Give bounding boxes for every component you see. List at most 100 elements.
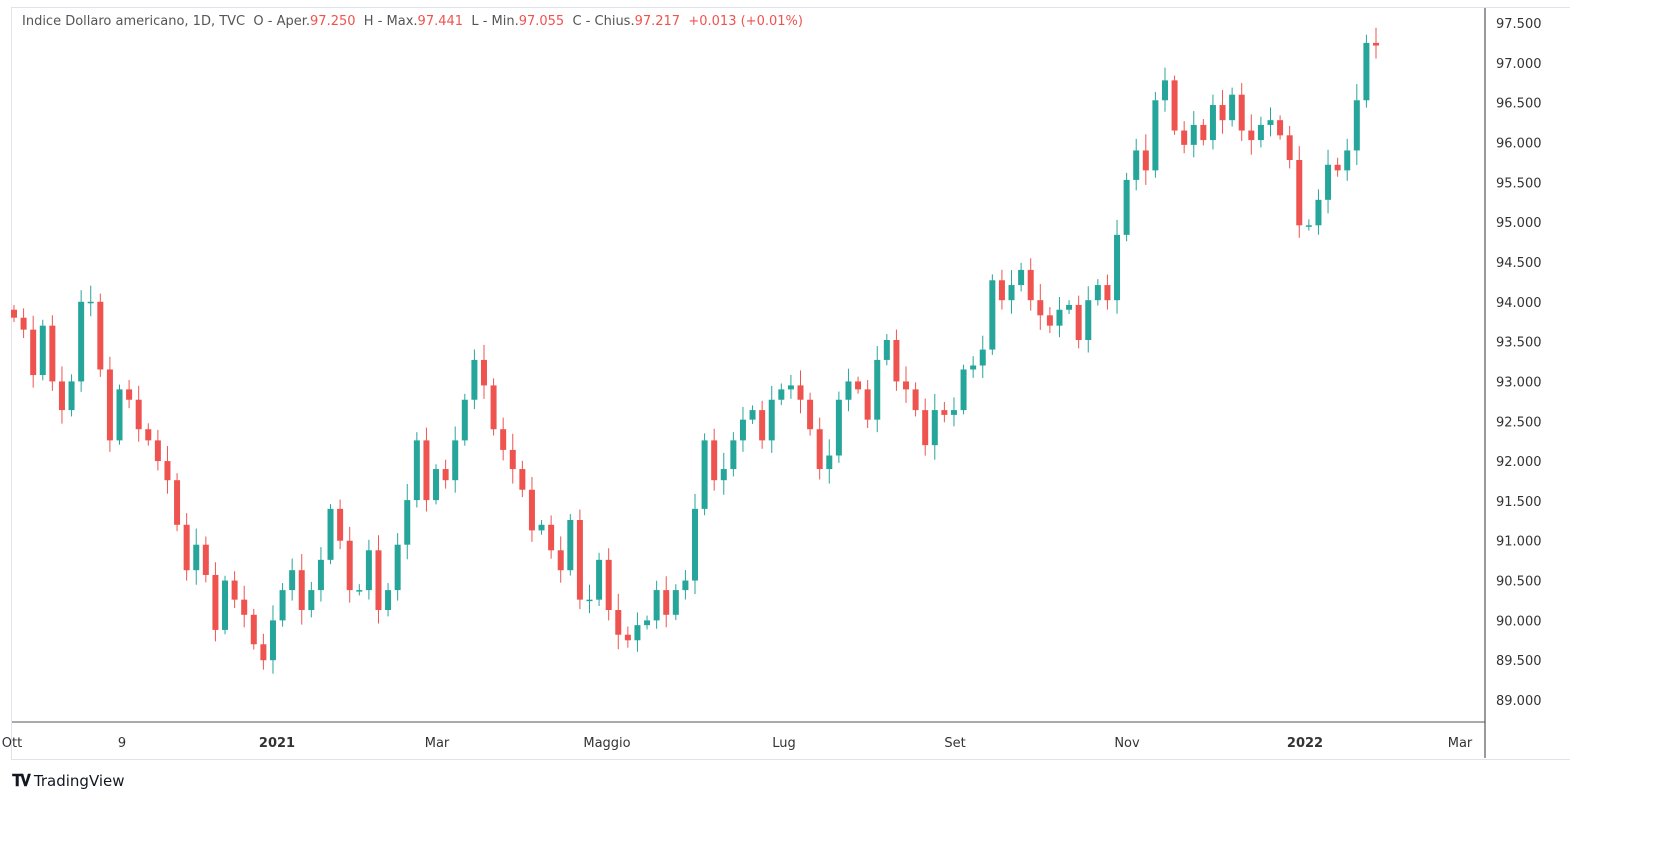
candle-body: [720, 469, 727, 481]
candle: [663, 576, 670, 628]
candle-body: [1344, 150, 1351, 171]
candle-body: [1248, 130, 1255, 141]
candle-body: [1104, 285, 1111, 301]
candle-body: [1315, 199, 1322, 226]
candle: [720, 452, 727, 495]
candle-body: [49, 325, 56, 382]
candle-body: [672, 590, 679, 615]
candle-body: [941, 410, 948, 415]
candle-body: [145, 429, 152, 441]
candle: [864, 380, 871, 429]
candle: [634, 612, 641, 652]
price-tick-label: 90.000: [1496, 614, 1542, 629]
price-axis[interactable]: 97.500 97.000 96.500 96.000 95.500 95.000 94.5…: [1496, 17, 1542, 709]
candle: [413, 432, 420, 508]
candle: [317, 547, 324, 602]
high-label: H - Max.: [363, 14, 418, 29]
candle: [1219, 90, 1226, 134]
candle: [1296, 146, 1303, 238]
candle: [480, 344, 487, 399]
candle-body: [1046, 315, 1053, 326]
candle: [538, 520, 545, 535]
candle-body: [711, 440, 718, 481]
candle: [845, 368, 852, 412]
candle: [423, 427, 430, 512]
candle: [1181, 121, 1188, 154]
candle: [68, 374, 75, 417]
candle: [922, 398, 929, 456]
candle-body: [1161, 80, 1168, 101]
candle-body: [490, 385, 497, 430]
candle: [490, 378, 497, 436]
candle: [874, 346, 881, 433]
candle: [1209, 94, 1216, 150]
candle-body: [87, 301, 94, 304]
candle: [1008, 270, 1015, 314]
candle-body: [346, 540, 353, 591]
candle: [500, 417, 507, 461]
candle-body: [797, 385, 804, 400]
price-tick-label: 94.500: [1496, 256, 1542, 271]
time-tick-label: Nov: [1114, 736, 1140, 751]
candle-body: [1286, 135, 1293, 160]
candle-body: [250, 614, 257, 645]
candle: [519, 460, 526, 498]
candle-body: [922, 410, 929, 446]
candle: [787, 374, 794, 399]
candle: [1075, 295, 1082, 349]
candle-body: [308, 590, 315, 611]
time-axis[interactable]: Ott 9 2021 Mar Maggio Lug Set Nov 2022 Mar: [2, 736, 1473, 751]
candle: [1373, 27, 1379, 59]
candle-body: [605, 559, 612, 611]
candle-body: [58, 381, 65, 411]
tradingview-brand[interactable]: 𝐓𝐕 TradingView: [12, 771, 125, 791]
candle-body: [78, 301, 85, 382]
candle: [644, 615, 651, 630]
candle-body: [893, 340, 900, 382]
candle: [701, 433, 708, 516]
candle-body: [193, 544, 200, 571]
candle: [87, 285, 94, 317]
candle: [1190, 111, 1197, 158]
candle: [835, 391, 842, 463]
candle-body: [509, 449, 516, 470]
candle-body: [730, 440, 737, 470]
candle-body: [356, 590, 363, 592]
candle-body: [212, 574, 219, 630]
price-tick-label: 97.000: [1496, 57, 1542, 72]
candle: [212, 562, 219, 642]
candle: [749, 405, 756, 424]
candle: [231, 571, 238, 609]
candle-body: [528, 489, 535, 531]
candle-body: [174, 480, 181, 525]
candle-body: [327, 508, 334, 560]
candle-body: [1373, 42, 1379, 46]
candle-body: [1296, 159, 1303, 226]
candle-body: [317, 559, 324, 591]
candle-body: [576, 520, 583, 600]
candle: [950, 397, 957, 427]
candle: [730, 432, 737, 477]
candle-body: [231, 580, 238, 600]
candle-body: [116, 389, 123, 441]
candle-body: [845, 381, 852, 400]
candle: [298, 554, 305, 625]
candle: [768, 385, 775, 453]
candle-body: [269, 620, 276, 661]
candle: [1056, 296, 1063, 338]
candle-body: [989, 280, 996, 350]
candle: [1142, 134, 1149, 185]
candle: [1257, 116, 1264, 148]
candle-body: [970, 365, 977, 370]
candle: [1046, 307, 1053, 334]
candle: [250, 608, 257, 650]
candle-body: [164, 461, 171, 481]
candle: [739, 406, 746, 452]
candle: [807, 392, 814, 436]
time-tick-label: Maggio: [583, 736, 630, 751]
candle-body: [682, 580, 689, 591]
candle: [855, 376, 862, 394]
candle-body: [1094, 285, 1101, 301]
candle-body: [30, 329, 37, 376]
